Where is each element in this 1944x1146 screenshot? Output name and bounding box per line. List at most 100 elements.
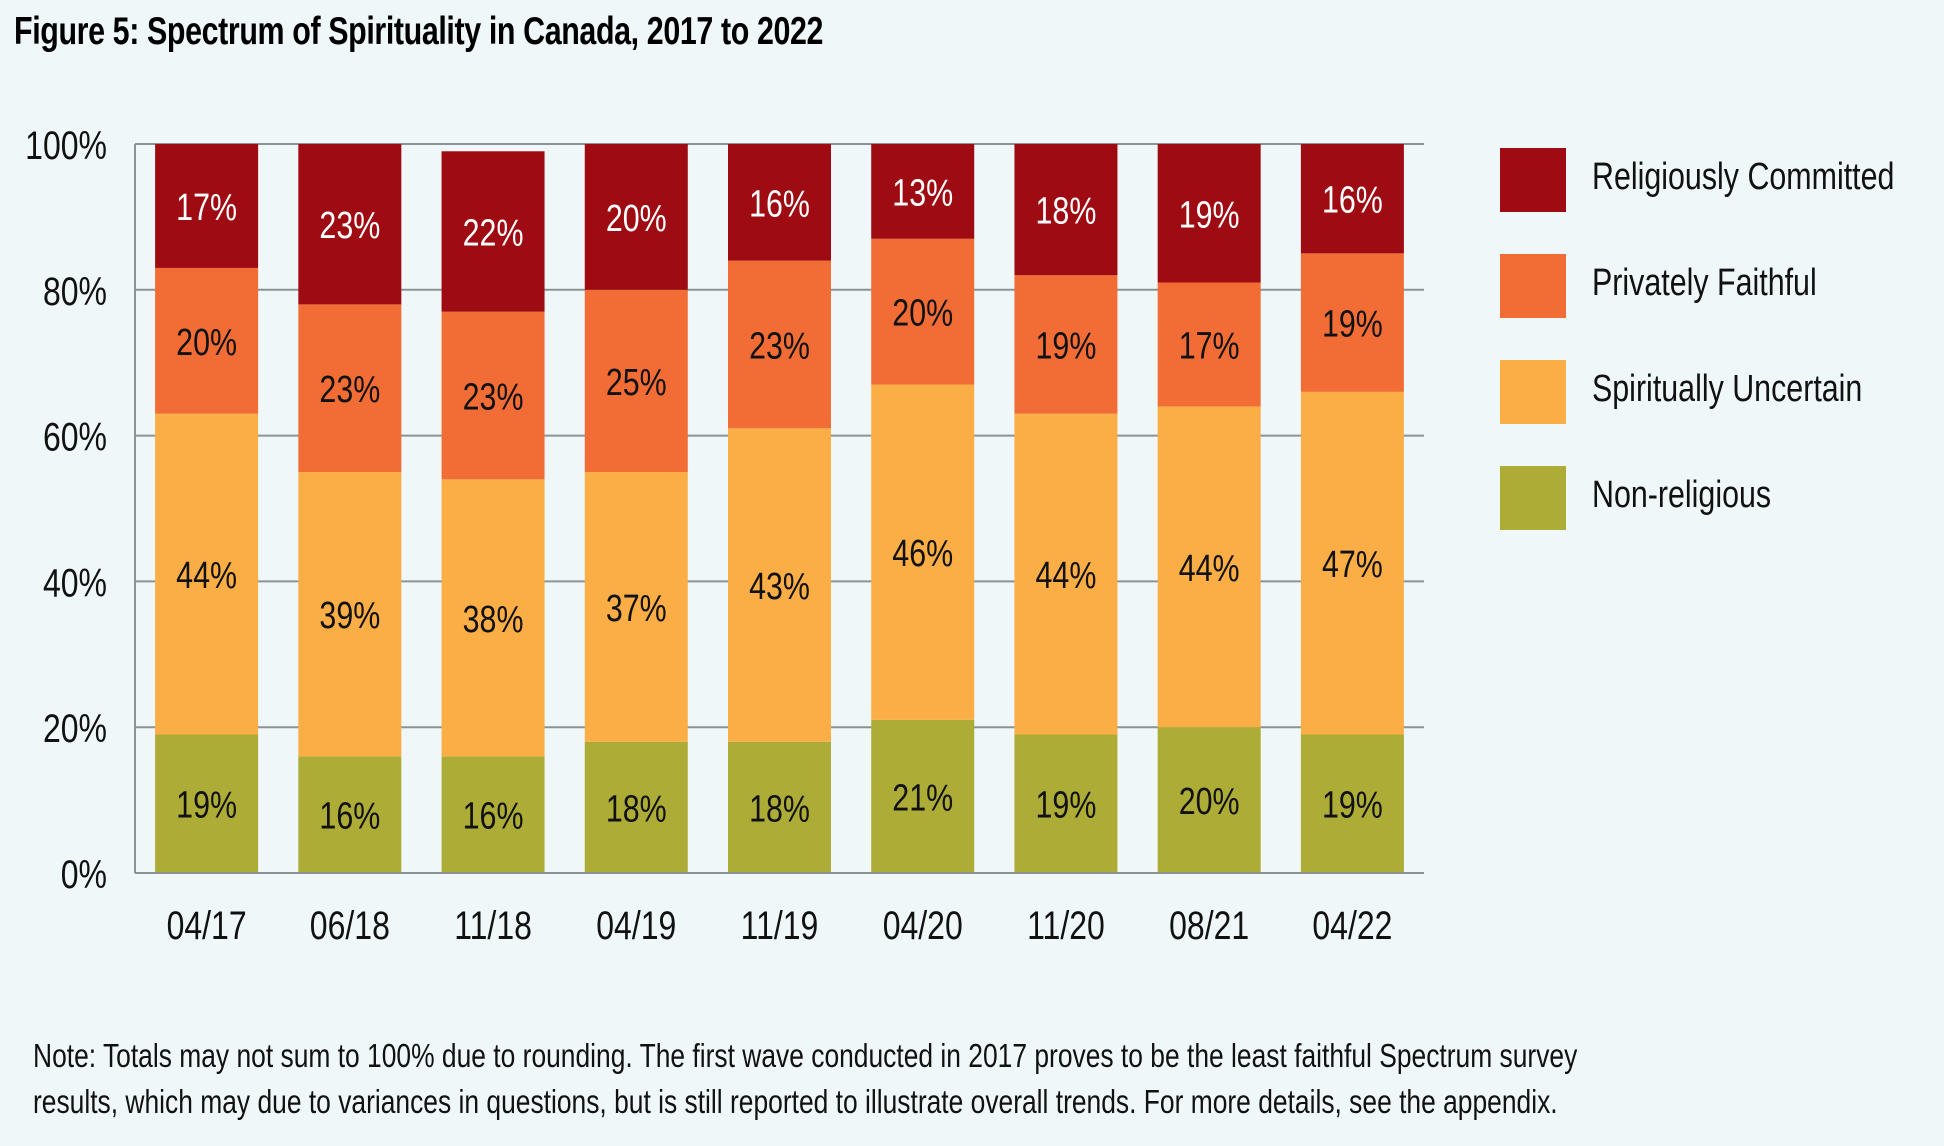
y-tick-label: 80% <box>43 268 107 313</box>
bar-segment-privately-faithful <box>298 304 402 473</box>
data-label: 23% <box>319 369 380 411</box>
bar-segment-non-religious <box>1300 734 1404 873</box>
bar-segment-spiritually-uncertain <box>155 413 259 735</box>
x-tick-label: 04/20 <box>883 903 963 948</box>
data-label: 19% <box>1036 785 1097 827</box>
bar-segment-privately-faithful <box>1157 282 1261 407</box>
legend-label: Spiritually Uncertain <box>1592 368 1863 410</box>
data-labels: 19% 44% 20% 17% 16% 39% 23% 23% 16% 38% 23% 22% 18% 3… <box>176 172 1383 837</box>
data-label: 21% <box>892 777 953 819</box>
axes <box>134 144 1424 874</box>
data-label: 18% <box>1036 190 1097 232</box>
x-tick-label: 04/19 <box>596 903 676 948</box>
bar-segment-non-religious <box>155 734 259 873</box>
data-label: 22% <box>463 212 524 254</box>
data-label: 16% <box>463 796 524 838</box>
bar-segment-religiously-committed <box>871 144 975 239</box>
bar-segment-privately-faithful <box>1014 275 1118 414</box>
legend-label: Privately Faithful <box>1592 262 1817 304</box>
bar-segment-privately-faithful <box>1300 253 1404 392</box>
y-tick-label: 40% <box>43 560 107 605</box>
data-label: 43% <box>749 566 810 608</box>
bar-segment-non-religious <box>441 756 545 873</box>
bar-segment-religiously-committed <box>298 144 402 305</box>
bar-segment-non-religious <box>1157 727 1261 873</box>
data-label: 23% <box>463 376 524 418</box>
x-tick-label: 06/18 <box>310 903 390 948</box>
bar-segment-spiritually-uncertain <box>441 479 545 757</box>
bar-segment-religiously-committed <box>155 144 259 268</box>
data-label: 23% <box>319 205 380 247</box>
data-label: 20% <box>606 198 667 240</box>
data-label: 46% <box>892 533 953 575</box>
bars <box>155 144 1404 873</box>
stacked-bar-chart: 0% 20% 40% 60% 80% 100% 04/17 06/18 11/18 04/19 1… <box>25 123 1424 948</box>
legend-swatch <box>1500 148 1566 212</box>
footnote-line: Note: Totals may not sum to 100% due to … <box>33 1037 1578 1074</box>
footnote: Note: Totals may not sum to 100% due to … <box>33 1033 1833 1125</box>
legend-swatch <box>1500 466 1566 530</box>
bar-segment-religiously-committed <box>584 144 688 290</box>
data-label: 20% <box>176 322 237 364</box>
x-tick-label: 11/20 <box>1027 903 1105 948</box>
bar-segment-religiously-committed <box>728 144 831 261</box>
bar-segment-spiritually-uncertain <box>1300 391 1404 735</box>
bar-segment-spiritually-uncertain <box>871 384 975 720</box>
data-label: 13% <box>892 172 953 214</box>
bar-segment-spiritually-uncertain <box>298 472 402 757</box>
bar-segment-non-religious <box>728 741 831 873</box>
data-label: 25% <box>606 362 667 404</box>
legend-swatch <box>1500 360 1566 424</box>
legend-swatch <box>1500 254 1566 318</box>
data-label: 38% <box>463 599 524 641</box>
bar-segment-privately-faithful <box>871 238 975 385</box>
y-tick-label: 20% <box>43 706 107 751</box>
bar-segment-non-religious <box>1014 734 1118 873</box>
data-label: 44% <box>1179 548 1240 590</box>
bar-segment-religiously-committed <box>441 151 545 312</box>
bar-segment-non-religious <box>298 756 402 873</box>
data-label: 23% <box>749 325 810 367</box>
chart-title: Figure 5: Spectrum of Spirituality in Ca… <box>14 10 824 53</box>
bar-segment-non-religious <box>584 741 688 873</box>
data-label: 47% <box>1322 544 1383 586</box>
x-axis-tick-labels: 04/17 06/18 11/18 04/19 11/19 04/20 11/20 08/21… <box>167 903 1393 948</box>
bar-segment-non-religious <box>871 719 975 873</box>
bar-segment-religiously-committed <box>1300 144 1404 254</box>
x-tick-label: 11/19 <box>741 903 819 948</box>
x-tick-label: 04/22 <box>1312 903 1392 948</box>
legend-label: Non-religious <box>1592 474 1772 516</box>
y-tick-label: 100% <box>25 123 107 168</box>
data-label: 39% <box>319 595 380 637</box>
data-label: 20% <box>892 293 953 335</box>
legend-label: Religiously Committed <box>1592 156 1895 198</box>
data-label: 19% <box>1322 785 1383 827</box>
data-label: 16% <box>319 796 380 838</box>
legend-item-privately-faithful: Privately Faithful <box>1500 254 1920 320</box>
legend-item-religiously-committed: Religiously Committed <box>1500 148 1920 214</box>
data-label: 17% <box>1179 325 1240 367</box>
data-label: 44% <box>176 555 237 597</box>
x-tick-label: 08/21 <box>1169 903 1249 948</box>
data-label: 16% <box>749 183 810 225</box>
bar-segment-religiously-committed <box>1157 144 1261 283</box>
bar-segment-spiritually-uncertain <box>1014 413 1118 735</box>
bar-segment-privately-faithful <box>584 289 688 473</box>
data-label: 18% <box>749 788 810 830</box>
footnote-line: results, which may due to variances in q… <box>33 1083 1558 1120</box>
y-tick-label: 0% <box>61 852 107 897</box>
bar-segment-spiritually-uncertain <box>584 472 688 742</box>
data-label: 20% <box>1179 781 1240 823</box>
data-label: 44% <box>1036 555 1097 597</box>
data-label: 19% <box>1036 325 1097 367</box>
x-tick-label: 11/18 <box>454 903 532 948</box>
y-tick-label: 60% <box>43 414 107 459</box>
data-label: 19% <box>176 785 237 827</box>
bar-segment-spiritually-uncertain <box>728 428 831 742</box>
bar-segment-privately-faithful <box>728 260 831 429</box>
data-label: 16% <box>1322 180 1383 222</box>
bar-segment-privately-faithful <box>155 267 259 414</box>
bar-segment-privately-faithful <box>441 311 545 480</box>
data-label: 37% <box>606 588 667 630</box>
bar-segment-spiritually-uncertain <box>1157 406 1261 728</box>
